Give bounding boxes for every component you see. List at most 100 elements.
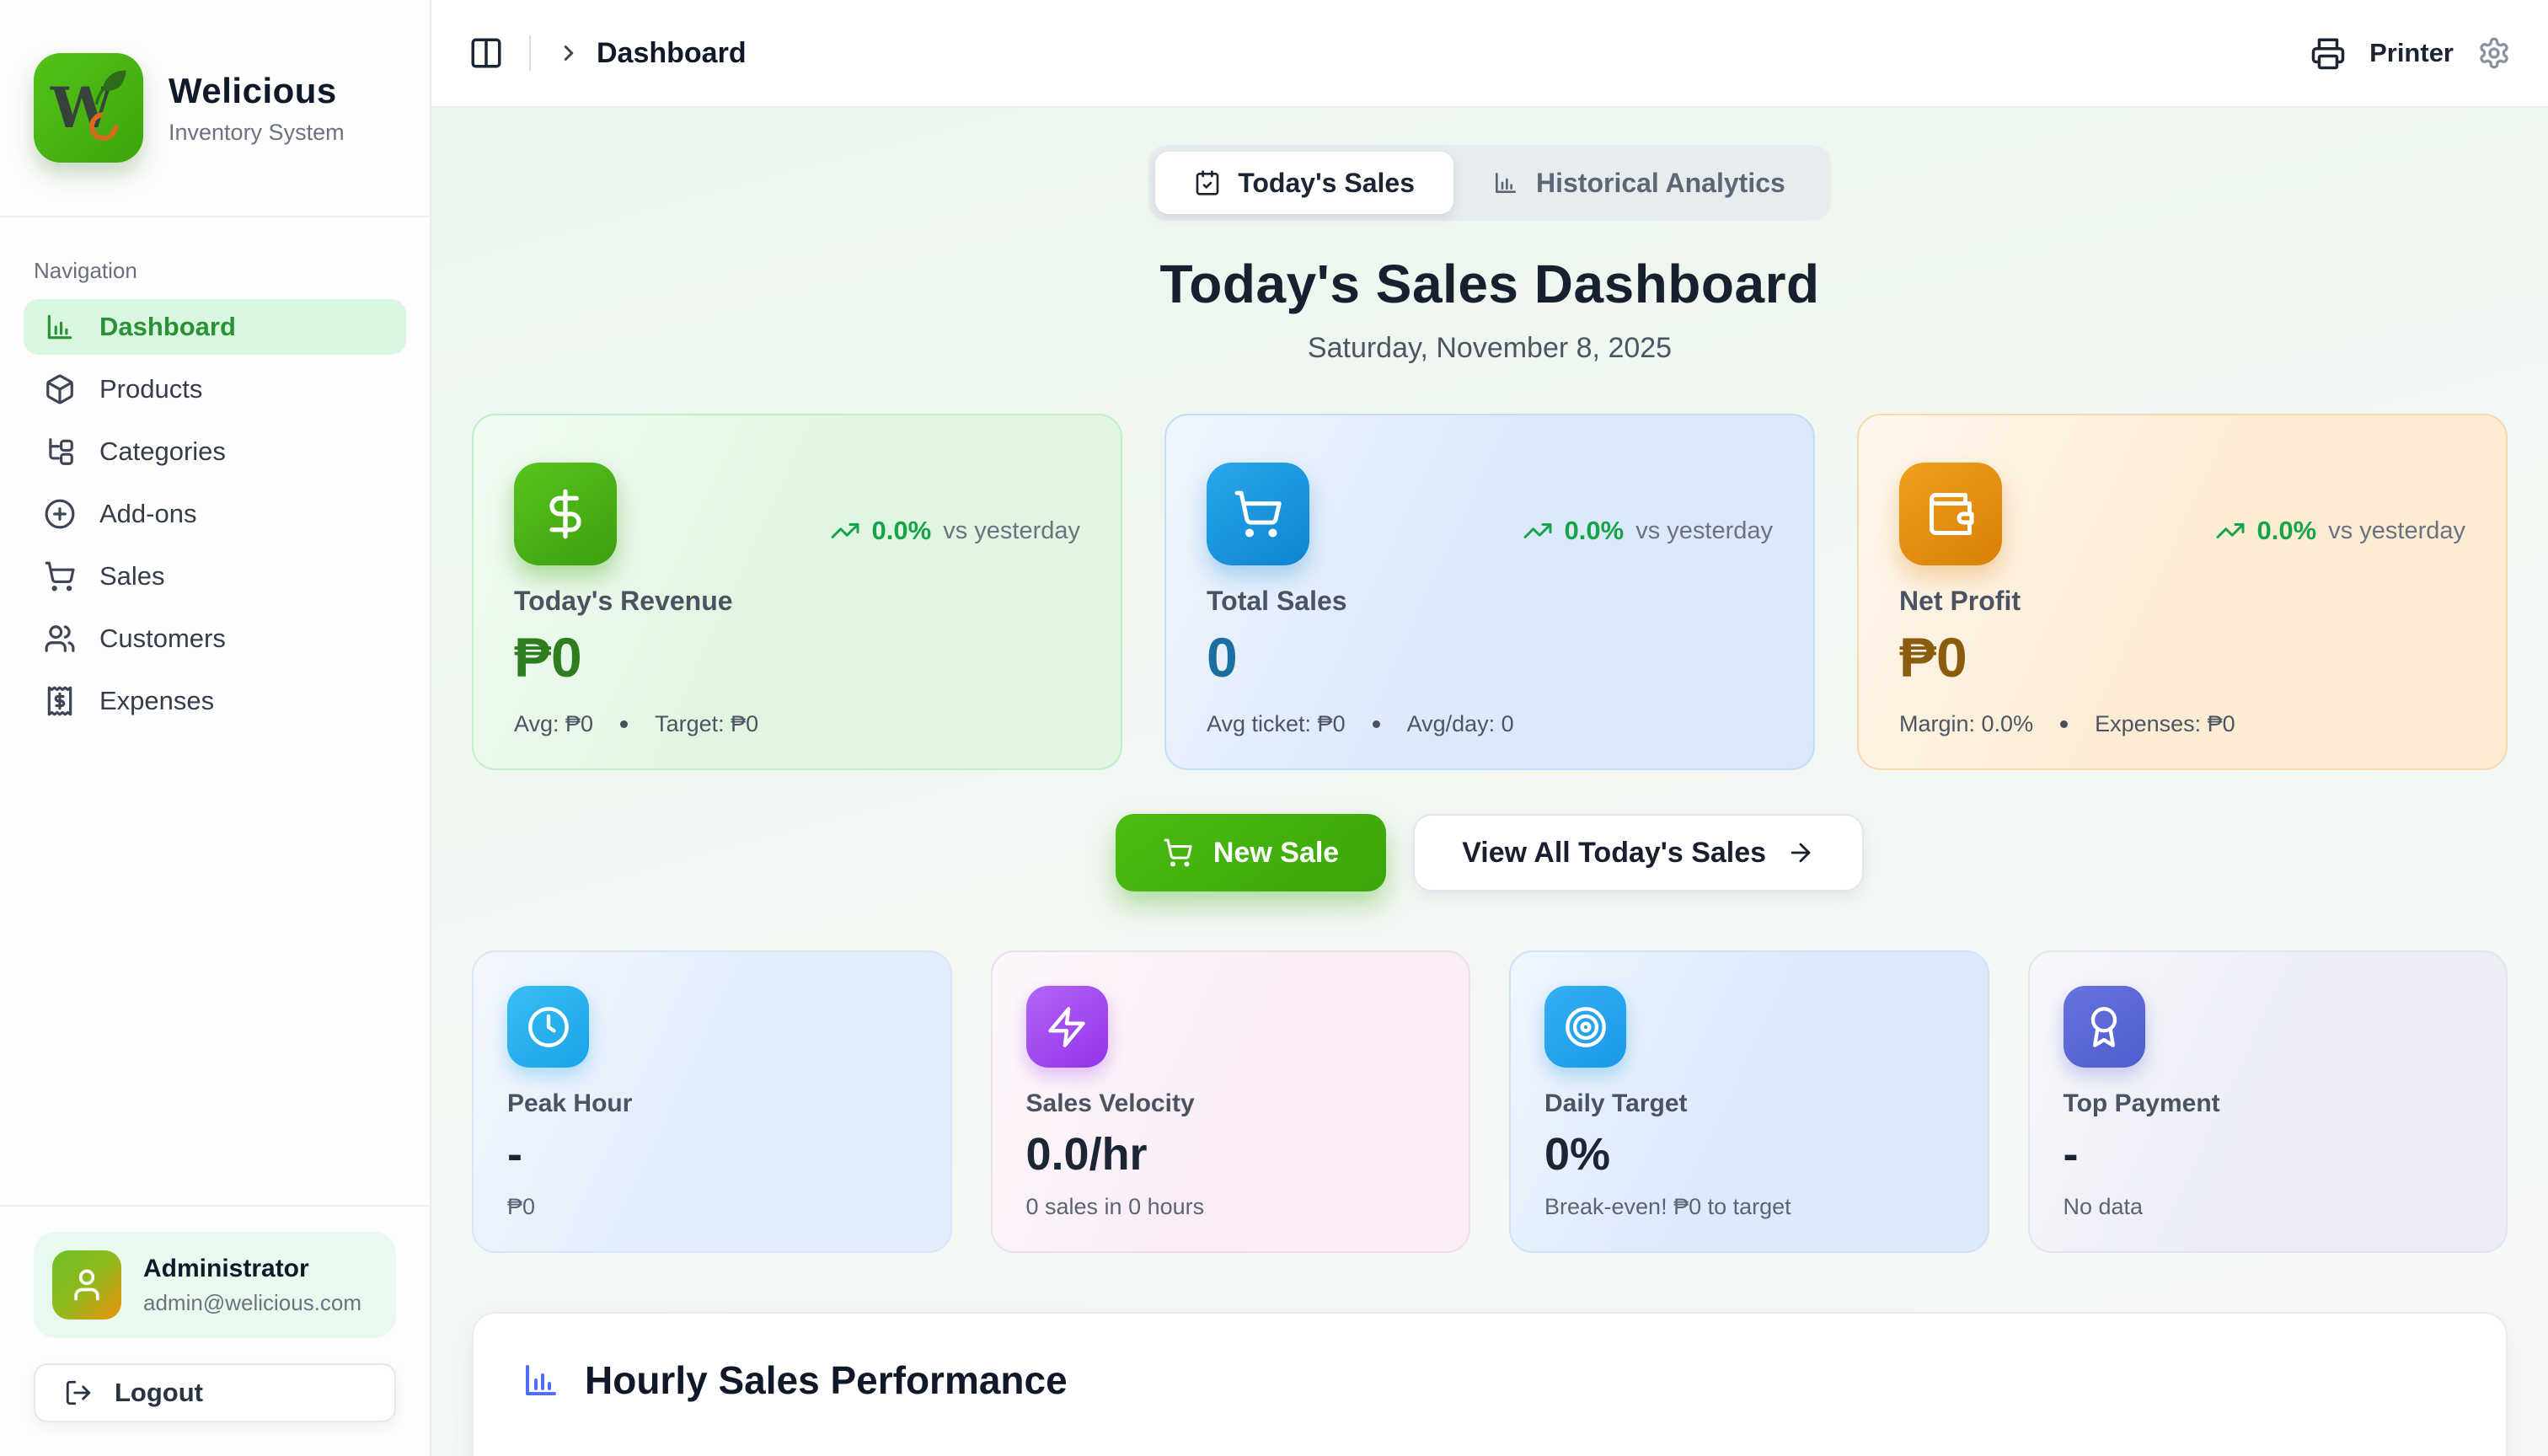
metric-title: Daily Target <box>1544 1089 1688 1117</box>
metric-footer: ₱0 <box>507 1194 536 1219</box>
brand: W Welicious Inventory System <box>0 0 430 217</box>
page-date: Saturday, November 8, 2025 <box>1307 332 1673 364</box>
stat-footer: Margin: 0.0% Expenses: ₱0 <box>1899 711 2465 737</box>
sidebar-item-customers[interactable]: Customers <box>24 611 406 666</box>
metric-footer: Break-even! ₱0 to target <box>1544 1194 1791 1219</box>
logout-button[interactable]: Logout <box>34 1363 396 1422</box>
stat-footer-right: Expenses: ₱0 <box>2095 711 2235 736</box>
arrow-right-icon <box>1786 838 1815 867</box>
metric-title: Sales Velocity <box>1025 1089 1195 1117</box>
view-all-label: View All Today's Sales <box>1462 836 1767 869</box>
stat-footer: Avg: ₱0 Target: ₱0 <box>514 711 1080 737</box>
circle-plus-icon <box>44 498 76 530</box>
dollar-icon <box>514 463 617 565</box>
nav-section-label: Navigation <box>34 258 137 283</box>
user-card[interactable]: Administrator admin@welicious.com <box>34 1232 396 1338</box>
sidebar-item-label: Add-ons <box>99 499 197 528</box>
stat-cards-row: 0.0% vs yesterday Today's Revenue ₱0 Avg… <box>472 414 2508 770</box>
brand-subtitle: Inventory System <box>169 119 345 145</box>
sidebar-item-sales[interactable]: Sales <box>24 549 406 604</box>
bar-chart-icon <box>521 1360 561 1400</box>
page-title: Today's Sales Dashboard <box>1159 254 1820 314</box>
hourly-section-title: Hourly Sales Performance <box>585 1358 1068 1402</box>
shopping-cart-icon <box>44 560 76 592</box>
brand-monogram: W <box>51 75 114 141</box>
bar-chart-icon <box>44 311 76 343</box>
stat-title: Net Profit <box>1899 586 2021 616</box>
brand-logo-icon: W <box>34 53 143 163</box>
logout-label: Logout <box>115 1378 204 1407</box>
sidebar-item-categories[interactable]: Categories <box>24 424 406 479</box>
tab-label: Historical Analytics <box>1535 167 1785 198</box>
sidebar-item-products[interactable]: Products <box>24 361 406 417</box>
target-icon <box>1544 986 1626 1068</box>
stat-value: ₱0 <box>514 626 582 688</box>
user-email: admin@welicious.com <box>143 1289 362 1315</box>
sales-velocity-card: Sales Velocity 0.0/hr 0 sales in 0 hours <box>990 950 1470 1253</box>
metric-value: 0% <box>1544 1129 1611 1180</box>
stat-value: ₱0 <box>1899 626 1967 688</box>
trend-value: 0.0% <box>2256 516 2317 545</box>
sidebar-item-label: Products <box>99 374 203 404</box>
sidebar-nav: Navigation Dashboard Products Categories… <box>0 217 430 1205</box>
dot-separator <box>620 720 629 728</box>
actions-row: New Sale View All Today's Sales <box>472 814 2508 891</box>
shopping-cart-icon <box>1163 838 1193 868</box>
daily-target-card: Daily Target 0% Break-even! ₱0 to target <box>1509 950 1989 1253</box>
avatar <box>52 1250 121 1320</box>
sidebar-footer: Administrator admin@welicious.com Logout <box>0 1205 430 1456</box>
stat-footer-left: Avg ticket: ₱0 <box>1207 711 1346 736</box>
stat-value: 0 <box>1207 626 1238 688</box>
stat-title: Today's Revenue <box>514 586 733 616</box>
trend-value: 0.0% <box>1564 516 1625 545</box>
sidebar-item-label: Categories <box>99 436 226 466</box>
trend-label: vs yesterday <box>1635 517 1773 544</box>
sidebar-toggle-button[interactable] <box>468 35 504 71</box>
brand-name: Welicious <box>169 70 337 110</box>
content: Today's Sales Historical Analytics Today… <box>431 108 2548 1456</box>
trend-indicator: 0.0% vs yesterday <box>1523 496 1773 565</box>
stat-footer-right: Target: ₱0 <box>655 711 759 736</box>
receipt-icon <box>44 685 76 717</box>
sidebar-item-dashboard[interactable]: Dashboard <box>24 299 406 355</box>
brand-text: Welicious Inventory System <box>169 71 345 146</box>
trend-indicator: 0.0% vs yesterday <box>830 496 1080 565</box>
stat-footer-right: Avg/day: 0 <box>1406 711 1514 736</box>
metric-value: 0.0/hr <box>1025 1129 1148 1180</box>
divider <box>529 35 531 71</box>
shopping-cart-icon <box>1207 463 1309 565</box>
tab-label: Today's Sales <box>1238 167 1415 198</box>
sidebar-item-label: Sales <box>99 561 165 591</box>
sidebar-item-add-ons[interactable]: Add-ons <box>24 486 406 542</box>
trend-label: vs yesterday <box>943 517 1080 544</box>
metric-value: - <box>507 1129 522 1180</box>
view-all-sales-button[interactable]: View All Today's Sales <box>1413 814 1865 891</box>
trending-up-icon <box>1523 516 1553 546</box>
stat-footer-left: Avg: ₱0 <box>514 711 594 736</box>
breadcrumb: Dashboard <box>597 36 747 69</box>
trending-up-icon <box>830 516 860 546</box>
revenue-card: 0.0% vs yesterday Today's Revenue ₱0 Avg… <box>472 414 1122 770</box>
new-sale-button[interactable]: New Sale <box>1115 814 1387 891</box>
printer-button[interactable] <box>2310 35 2346 71</box>
metric-footer: 0 sales in 0 hours <box>1025 1194 1205 1219</box>
trend-label: vs yesterday <box>2328 517 2465 544</box>
stat-footer-left: Margin: 0.0% <box>1899 711 2034 736</box>
trending-up-icon <box>2215 516 2246 546</box>
sidebar-item-expenses[interactable]: Expenses <box>24 673 406 729</box>
wallet-icon <box>1899 463 2002 565</box>
metric-title: Top Payment <box>2063 1089 2220 1117</box>
trend-indicator: 0.0% vs yesterday <box>2215 496 2465 565</box>
clock-icon <box>507 986 589 1068</box>
topbar-actions: Printer <box>2310 35 2511 71</box>
user-info: Administrator admin@welicious.com <box>143 1255 361 1316</box>
settings-button[interactable] <box>2477 36 2511 70</box>
calendar-icon <box>1194 169 1221 196</box>
metric-title: Peak Hour <box>507 1089 633 1117</box>
sidebar-item-label: Customers <box>99 624 226 653</box>
sidebar: W Welicious Inventory System Navigation … <box>0 0 431 1456</box>
tab-historical-analytics[interactable]: Historical Analytics <box>1453 152 1824 214</box>
zap-icon <box>1025 986 1108 1068</box>
metric-value: - <box>2063 1129 2079 1180</box>
tab-todays-sales[interactable]: Today's Sales <box>1155 152 1453 214</box>
